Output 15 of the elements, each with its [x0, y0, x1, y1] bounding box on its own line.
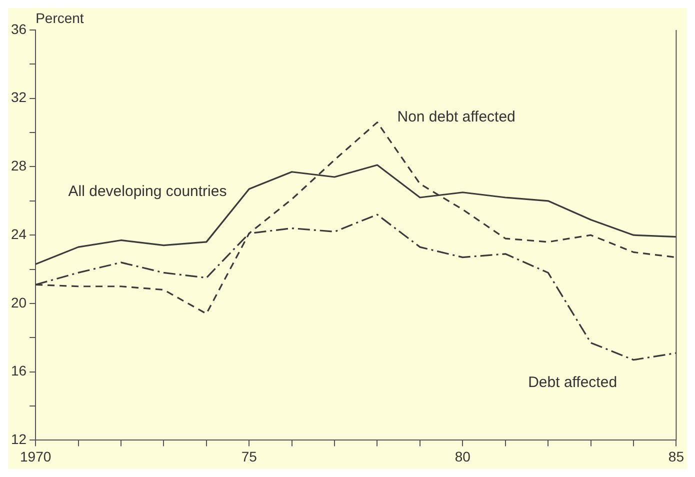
y-tick-label: 36: [10, 20, 27, 37]
y-tick-label: 24: [10, 226, 27, 242]
x-tick-label: 1970: [20, 448, 52, 464]
series-label: All developing countries: [68, 183, 227, 200]
y-axis-title: Percent: [36, 10, 84, 26]
y-tick-label: 12: [10, 431, 27, 448]
series-label: Non debt affected: [397, 108, 516, 126]
x-tick-label: 80: [454, 448, 471, 464]
x-tick-label: 85: [668, 448, 684, 464]
y-tick-label: 28: [10, 158, 27, 174]
y-tick-label: 32: [10, 89, 27, 106]
series-label: Debt affected: [528, 374, 618, 391]
y-tick-label: 16: [10, 362, 27, 379]
y-tick-label: 20: [10, 294, 27, 310]
x-tick-label: 75: [241, 448, 258, 464]
